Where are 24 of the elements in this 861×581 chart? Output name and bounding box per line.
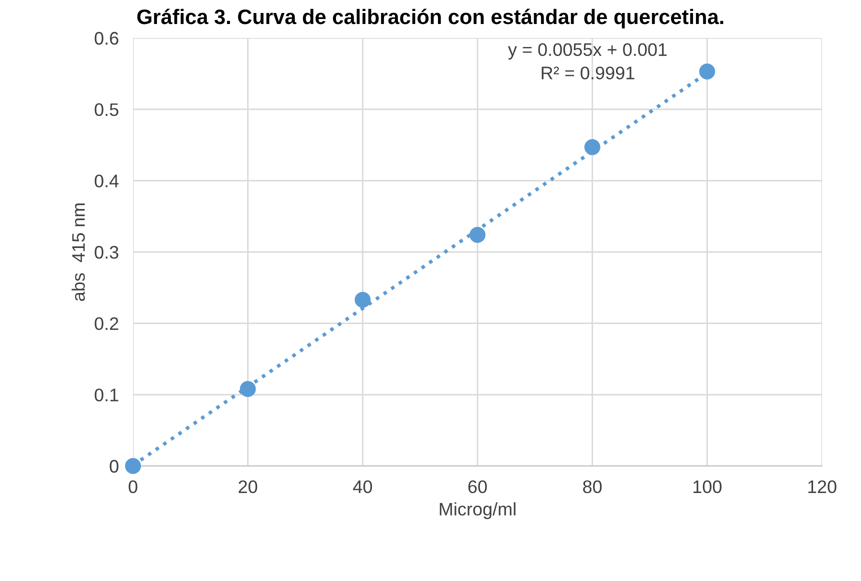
y-tick-label: 0.3 [94, 246, 118, 259]
y-tick-label: 0.1 [94, 388, 118, 402]
x-tick-label: 0 [128, 480, 138, 494]
x-axis-title: Microg/ml [440, 502, 516, 520]
x-tick-label: 60 [468, 480, 487, 494]
y-tick-label: 0.4 [94, 174, 119, 188]
y-tick-label: 0.2 [94, 317, 118, 330]
annotation: y = 0.0055x + 0.001 R² = 0.9991 [508, 43, 667, 80]
point [240, 380, 256, 397]
y-tick-label: 0 [110, 460, 118, 473]
x-tick-label: 40 [353, 480, 372, 494]
x-tick-label: 120 [808, 480, 836, 494]
point [470, 226, 486, 243]
chart-title: Gráfica 3. Curva de calibración con estándar de quercetina. [137, 8, 724, 28]
x-tick-label: 80 [583, 480, 602, 494]
point [125, 458, 141, 474]
point [699, 64, 716, 80]
y-tick-label: 0.5 [94, 103, 118, 116]
y-tick-label: 0.6 [94, 32, 118, 45]
x-tick-label: 20 [238, 480, 258, 494]
x-tick-label: 100 [693, 480, 722, 494]
y-axis-title: abs 415 nm [72, 204, 85, 301]
point [354, 292, 371, 308]
point [584, 139, 600, 156]
